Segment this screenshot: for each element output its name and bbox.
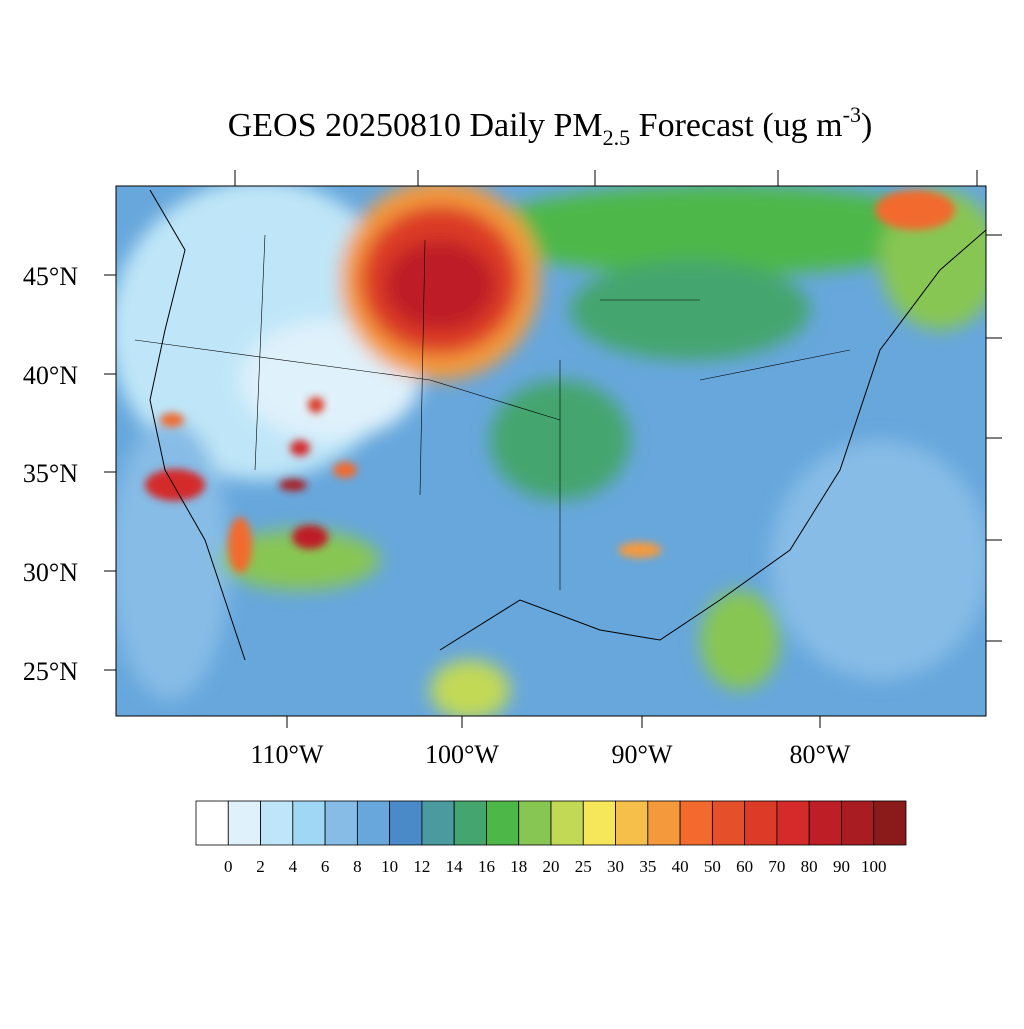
title-mid: Forecast (ug m	[630, 107, 842, 144]
map-frame	[115, 185, 987, 717]
colorbar-label: 30	[607, 857, 624, 876]
colorbar-box	[808, 800, 842, 846]
colorbar-label: 12	[413, 857, 430, 876]
lon-label: 110°W	[251, 740, 324, 769]
colorbar-box	[615, 800, 649, 846]
colorbar-box	[647, 800, 681, 846]
colorbar-label: 60	[736, 857, 753, 876]
axis-labels: 45°N 40°N 35°N 30°N 25°N 110°W 100°W 90°W 80°W	[23, 262, 851, 769]
lon-label: 90°W	[612, 740, 673, 769]
colorbar-label: 4	[289, 857, 298, 876]
colorbar-label: 16	[478, 857, 495, 876]
map-title: GEOS 20250810 Daily PM2.5 Forecast (ug m…	[228, 102, 873, 150]
colorbar-box	[873, 800, 907, 846]
lat-label: 40°N	[23, 361, 78, 390]
colorbar-box	[292, 800, 326, 846]
tick-marks	[104, 170, 1002, 728]
lat-label: 45°N	[23, 262, 78, 291]
colorbar-box	[227, 800, 261, 846]
colorbar-box	[679, 800, 713, 846]
colorbar-box	[711, 800, 746, 846]
colorbar-label: 10	[381, 857, 398, 876]
colorbar-label: 80	[801, 857, 818, 876]
colorbar-label: 50	[704, 857, 721, 876]
colorbar-box	[356, 800, 391, 846]
colorbar-label: 18	[510, 857, 527, 876]
colorbar-label: 8	[353, 857, 362, 876]
lon-label: 100°W	[425, 740, 499, 769]
colorbar-label: 6	[321, 857, 330, 876]
colorbar-label: 0	[224, 857, 233, 876]
colorbar-box	[324, 800, 358, 846]
title-sup: -3	[843, 102, 861, 127]
colorbar-box	[518, 800, 552, 846]
colorbar-box	[841, 800, 875, 846]
colorbar-label: 35	[639, 857, 656, 876]
colorbar-label: 14	[446, 857, 464, 876]
map-field	[116, 186, 986, 716]
colorbar-label: 40	[672, 857, 689, 876]
colorbar-box	[550, 800, 584, 846]
colorbar-box	[453, 800, 487, 846]
title-sub: 2.5	[603, 125, 631, 150]
colorbar-box	[582, 800, 616, 846]
colorbar-box	[195, 800, 229, 846]
colorbar-label: 25	[575, 857, 592, 876]
lon-label: 80°W	[790, 740, 851, 769]
colorbar-label: 90	[833, 857, 850, 876]
colorbar-box	[389, 800, 423, 846]
state-lines	[134, 234, 851, 590]
colorbar: 0 2 4 6 8 10 12 14 16 18 20 25 30 35 40 50 60 70 80 90 100	[195, 800, 907, 876]
colorbar-label: 20	[543, 857, 560, 876]
coastline	[149, 189, 986, 661]
colorbar-label: 70	[768, 857, 785, 876]
colorbar-box	[744, 800, 778, 846]
title-main: GEOS 20250810 Daily PM	[228, 107, 603, 144]
colorbar-label: 2	[256, 857, 265, 876]
title-end: )	[861, 107, 872, 144]
colorbar-box	[260, 800, 294, 846]
lat-label: 35°N	[23, 459, 78, 488]
colorbar-box	[421, 800, 455, 846]
colorbar-box	[776, 800, 810, 846]
colorbar-box	[486, 800, 520, 846]
lat-label: 25°N	[23, 657, 78, 686]
colorbar-label: 100	[861, 857, 887, 876]
lat-label: 30°N	[23, 558, 78, 587]
